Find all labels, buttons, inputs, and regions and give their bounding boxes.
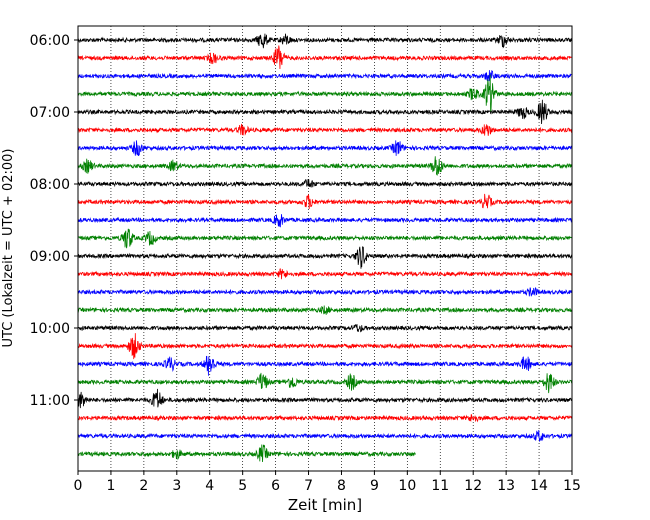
x-tick-label: 4 bbox=[205, 478, 214, 494]
y-tick-label: 10:00 bbox=[30, 321, 70, 337]
y-tick-label: 07:00 bbox=[30, 105, 70, 121]
x-tick-label: 7 bbox=[304, 478, 313, 494]
trace-1000 bbox=[77, 324, 572, 333]
traces bbox=[77, 33, 572, 463]
trace-0815 bbox=[77, 193, 572, 209]
trace-1130 bbox=[77, 430, 572, 442]
trace-0945 bbox=[77, 305, 572, 315]
x-tick-label: 14 bbox=[530, 478, 548, 494]
y-tick-label: 11:00 bbox=[30, 393, 70, 409]
y-axis: 06:00 07:00 08:00 09:00 10:00 11:00 bbox=[30, 33, 78, 409]
trace-0845 bbox=[77, 228, 572, 249]
x-tick-label: 15 bbox=[563, 478, 581, 494]
trace-1100 bbox=[77, 388, 572, 409]
y-axis-label: UTC (Lokalzeit = UTC + 02:00) bbox=[1, 149, 16, 348]
x-tick-label: 9 bbox=[370, 478, 379, 494]
x-tick-label: 3 bbox=[172, 478, 181, 494]
x-tick-label: 12 bbox=[464, 478, 482, 494]
y-tick-label: 08:00 bbox=[30, 177, 70, 193]
trace-0600 bbox=[77, 33, 572, 49]
trace-0830 bbox=[77, 214, 572, 228]
trace-0730 bbox=[77, 140, 572, 157]
x-tick-label: 1 bbox=[106, 478, 115, 494]
trace-1015 bbox=[77, 333, 572, 360]
trace-0800 bbox=[77, 179, 572, 188]
trace-0715 bbox=[77, 123, 572, 136]
trace-0615 bbox=[77, 45, 572, 69]
x-tick-label: 11 bbox=[431, 478, 449, 494]
y-tick-label: 06:00 bbox=[30, 33, 70, 49]
trace-1045 bbox=[77, 372, 572, 394]
trace-1030 bbox=[77, 355, 572, 376]
trace-0700 bbox=[77, 99, 572, 125]
trace-0630 bbox=[77, 69, 572, 82]
x-axis-label: Zeit [min] bbox=[288, 496, 362, 514]
x-tick-label: 10 bbox=[398, 478, 416, 494]
trace-0645 bbox=[77, 74, 572, 113]
x-tick-label: 13 bbox=[497, 478, 515, 494]
grid-lines bbox=[110, 26, 540, 471]
trace-0915 bbox=[77, 268, 572, 280]
x-axis: 0 1 2 3 4 5 6 7 8 9 10 11 12 13 14 15 bbox=[74, 471, 581, 494]
x-tick-label: 8 bbox=[337, 478, 346, 494]
y-tick-label: 09:00 bbox=[30, 249, 70, 265]
plot-frame bbox=[77, 25, 573, 472]
trace-0930 bbox=[77, 286, 572, 297]
trace-0745 bbox=[77, 156, 572, 176]
x-tick-label: 2 bbox=[139, 478, 148, 494]
x-tick-label: 6 bbox=[271, 478, 280, 494]
x-tick-label: 5 bbox=[238, 478, 247, 494]
trace-1145 bbox=[77, 444, 416, 463]
trace-0900 bbox=[77, 246, 572, 269]
trace-1115 bbox=[77, 414, 572, 423]
x-tick-label: 0 bbox=[74, 478, 83, 494]
